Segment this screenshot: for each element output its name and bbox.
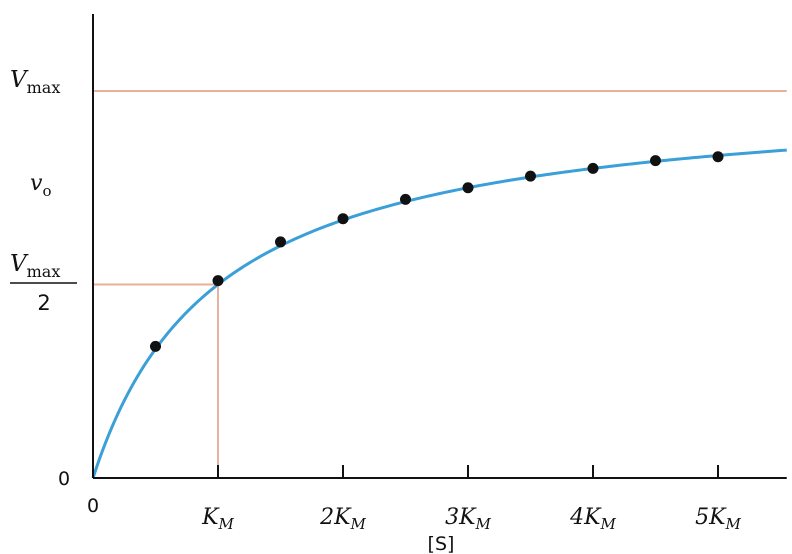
data-point [462,182,474,194]
y-tick-label-denominator: 2 [37,291,50,315]
x-tick-label: 4KM [569,505,616,533]
y-tick-label-zero: 0 [58,468,70,490]
series-points [150,151,724,352]
data-point [650,155,661,167]
x-tick-label: 2KM [319,505,366,533]
data-point [337,213,349,225]
data-point [150,340,161,352]
data-point [400,193,411,205]
reference-lines [93,90,787,478]
y-tick-label-vmax: Vmax [10,67,60,97]
x-axis-label: [S] [428,533,455,554]
x-tick-label: KM [201,505,234,533]
axis-labels: 0 KM 2KM 3KM 4KM 5KM [S] 0 Vmax Vmax 2 vo [10,67,742,554]
y-axis-label: vo [30,171,51,200]
x-tick-label: 3KM [445,505,491,533]
y-tick-label-half-vmax: Vmax [10,251,60,281]
data-point [212,275,224,287]
axes [92,14,787,479]
data-point [712,151,724,163]
x-tick-label: 5KM [695,505,741,533]
data-point [587,162,599,174]
series-curve [91,148,787,479]
x-tick-label-zero: 0 [87,495,99,517]
data-point [275,236,286,248]
data-point [525,170,536,182]
